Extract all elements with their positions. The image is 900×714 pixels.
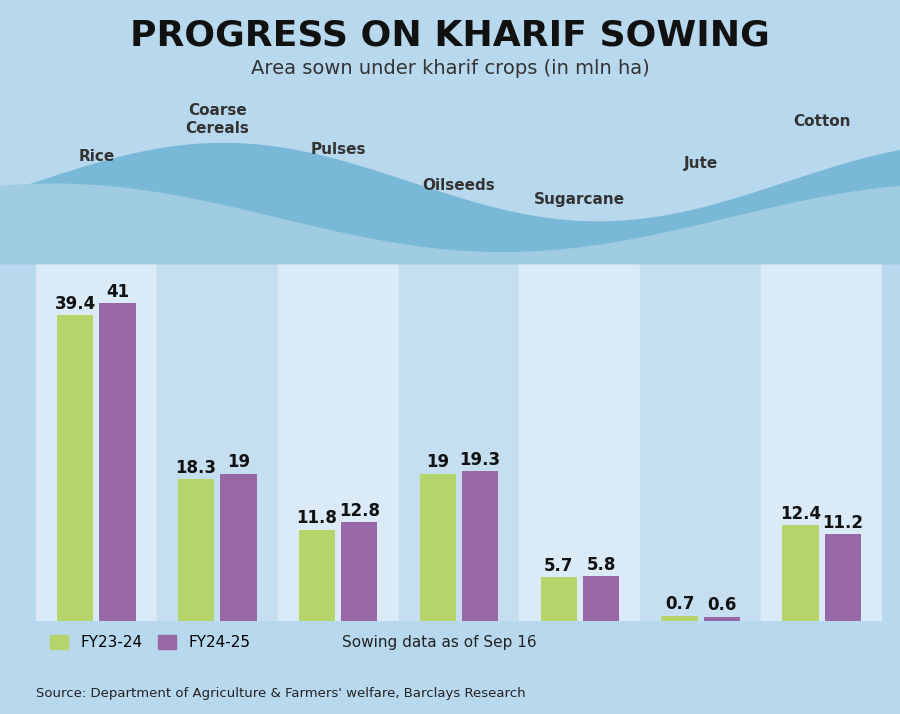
Bar: [662, 615, 698, 621]
Bar: [640, 164, 761, 264]
Text: 19.3: 19.3: [460, 451, 500, 469]
Text: 0.7: 0.7: [665, 595, 694, 613]
Text: Pulses: Pulses: [310, 142, 366, 157]
Text: Source: Department of Agriculture & Farmers' welfare, Barclays Research: Source: Department of Agriculture & Farm…: [36, 687, 526, 700]
Text: Area sown under kharif crops (in mln ha): Area sown under kharif crops (in mln ha): [250, 59, 650, 78]
Bar: [399, 164, 519, 264]
Bar: [782, 525, 818, 621]
Bar: [519, 164, 640, 264]
Text: Oilseeds: Oilseeds: [423, 178, 495, 193]
Bar: [36, 164, 157, 264]
Text: 12.4: 12.4: [780, 505, 821, 523]
Legend: FY23-24, FY24-25: FY23-24, FY24-25: [43, 628, 256, 656]
Bar: [519, 264, 640, 621]
Bar: [541, 577, 577, 621]
Bar: [341, 522, 377, 621]
Bar: [278, 264, 399, 621]
Bar: [761, 164, 882, 264]
Bar: [178, 479, 214, 621]
Bar: [157, 164, 278, 264]
Text: 12.8: 12.8: [338, 501, 380, 520]
Bar: [58, 316, 94, 621]
Text: 39.4: 39.4: [55, 295, 96, 313]
Bar: [761, 264, 882, 621]
Bar: [640, 264, 761, 621]
Text: Jute: Jute: [684, 156, 718, 171]
Bar: [824, 534, 860, 621]
Bar: [99, 303, 136, 621]
Bar: [299, 530, 335, 621]
Text: PROGRESS ON KHARIF SOWING: PROGRESS ON KHARIF SOWING: [130, 19, 770, 53]
Bar: [419, 473, 456, 621]
Bar: [157, 264, 278, 621]
Bar: [220, 473, 256, 621]
Text: Coarse
Cereals: Coarse Cereals: [185, 104, 249, 136]
Bar: [36, 264, 157, 621]
Bar: [583, 576, 619, 621]
Text: 5.8: 5.8: [586, 555, 616, 574]
Text: Sugarcane: Sugarcane: [535, 192, 626, 207]
Text: 19: 19: [227, 453, 250, 471]
Bar: [704, 616, 740, 621]
Text: 11.2: 11.2: [823, 514, 863, 532]
Text: 41: 41: [106, 283, 129, 301]
Bar: [278, 164, 399, 264]
Bar: [399, 264, 519, 621]
Text: 0.6: 0.6: [707, 596, 736, 614]
Bar: [462, 471, 499, 621]
Text: 18.3: 18.3: [176, 459, 217, 477]
Text: 5.7: 5.7: [544, 557, 573, 575]
Text: Rice: Rice: [78, 149, 114, 164]
Text: Sowing data as of Sep 16: Sowing data as of Sep 16: [342, 635, 536, 650]
Text: 11.8: 11.8: [297, 509, 338, 527]
Text: 19: 19: [427, 453, 449, 471]
Text: Cotton: Cotton: [793, 114, 850, 129]
